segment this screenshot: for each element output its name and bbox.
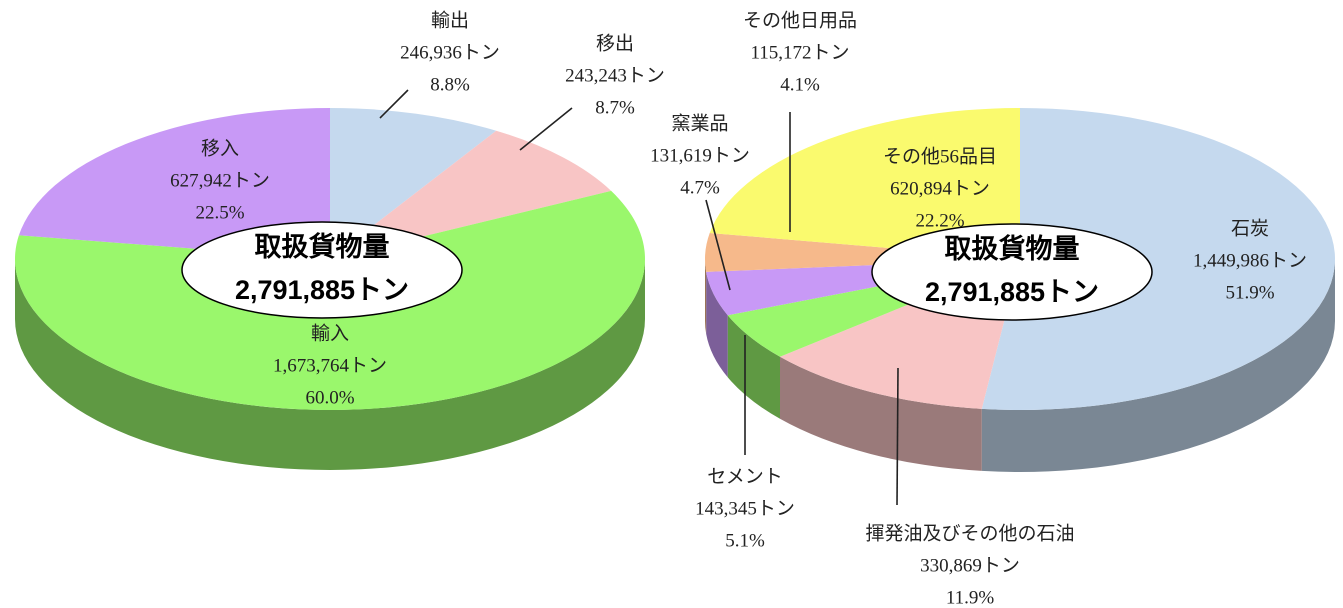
value-label: 1,673,764トン xyxy=(273,355,387,376)
value-label: 246,936トン xyxy=(400,42,500,63)
percent-label: 51.9% xyxy=(1225,282,1274,303)
percent-label: 60.0% xyxy=(305,387,354,408)
slice-side xyxy=(15,259,645,470)
percent-label: 22.5% xyxy=(195,202,244,223)
percent-label: 11.9% xyxy=(946,587,995,608)
percent-label: 22.2% xyxy=(915,210,964,231)
value-label: 115,172トン xyxy=(750,42,849,63)
center-badge xyxy=(871,223,1153,321)
slice-label: 輸出 xyxy=(431,9,469,31)
slice-side xyxy=(727,315,780,419)
percent-label: 5.1% xyxy=(725,530,765,551)
leader-line xyxy=(379,89,409,119)
slice-label: その他56品目 xyxy=(883,145,997,167)
center-title: 取扱貨物量 xyxy=(945,233,1080,264)
slice-label: セメント xyxy=(707,466,783,487)
value-label: 1,449,986トン xyxy=(1193,250,1307,271)
slice xyxy=(981,108,1335,410)
slice-label: 石炭 xyxy=(1231,217,1269,239)
slice xyxy=(709,108,1020,259)
center-title: 取扱貨物量 xyxy=(255,231,390,262)
value-label: 143,345トン xyxy=(695,498,795,519)
slice-side xyxy=(705,259,707,334)
leader-line xyxy=(896,367,899,506)
center-badge xyxy=(181,221,463,319)
slice-label: その他日用品 xyxy=(743,9,857,31)
slice xyxy=(330,130,612,259)
slice-label: 揮発油及びその他の石油 xyxy=(865,522,1074,544)
percent-label: 4.7% xyxy=(680,177,720,198)
value-label: 620,894トン xyxy=(890,178,990,199)
slice-side xyxy=(706,271,728,378)
percent-label: 8.8% xyxy=(430,74,470,95)
center-total: 2,791,885トン xyxy=(235,275,409,305)
percent-label: 8.7% xyxy=(595,97,635,118)
slice-side xyxy=(779,356,982,471)
leader-line xyxy=(519,107,573,151)
value-label: 330,869トン xyxy=(920,555,1020,576)
slice-label: 輸入 xyxy=(311,322,349,344)
slice-label: 移入 xyxy=(201,137,239,159)
leader-line xyxy=(705,199,731,291)
slice-label: 窯業品 xyxy=(671,112,728,134)
slice-side xyxy=(981,259,1335,472)
value-label: 627,942トン xyxy=(170,170,270,191)
slice xyxy=(330,108,497,259)
slice-label: 移出 xyxy=(596,32,634,54)
slice xyxy=(18,108,330,259)
percent-label: 4.1% xyxy=(780,74,820,95)
center-total: 2,791,885トン xyxy=(925,277,1099,307)
value-label: 243,243トン xyxy=(565,65,665,86)
value-label: 131,619トン xyxy=(650,145,750,166)
